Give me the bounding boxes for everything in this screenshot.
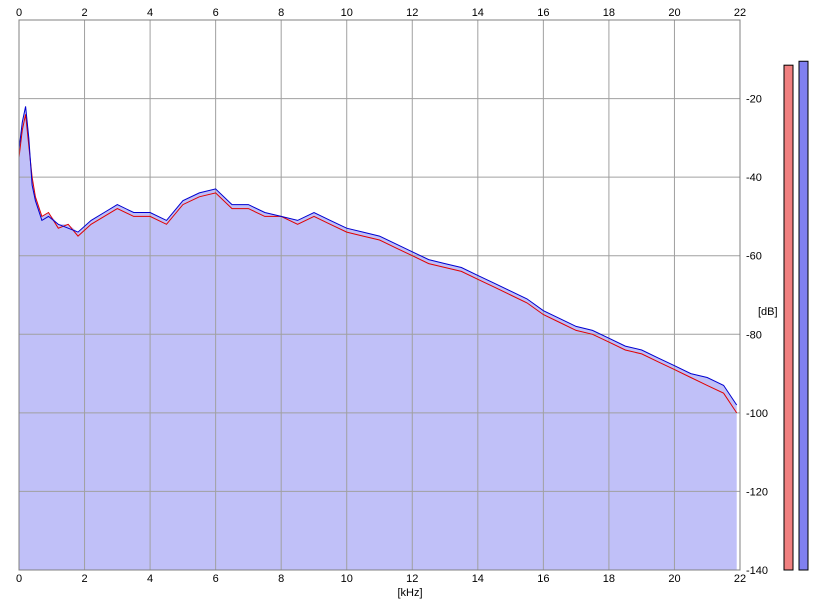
- x-tick-label-top: 14: [472, 7, 484, 19]
- x-tick-label-top: 4: [147, 7, 153, 19]
- x-ticks-top: 0 2 4 6 8 10 12 14 16 18 20 22: [16, 7, 746, 19]
- y-tick-label: -40: [746, 172, 762, 184]
- y-tick-label: -120: [746, 486, 768, 498]
- x-tick-label-bottom: 20: [668, 573, 680, 585]
- x-tick-label-bottom: 22: [734, 573, 746, 585]
- spectrum-fill-area: [19, 106, 737, 571]
- series-lines: [18, 106, 738, 414]
- y-tick-label: -20: [746, 94, 762, 106]
- x-axis-unit: [kHz]: [397, 587, 422, 599]
- spectrum-fill: [19, 106, 737, 571]
- x-tick-label-top: 16: [537, 7, 549, 19]
- x-tick-label-bottom: 16: [537, 573, 549, 585]
- x-tick-label-top: 6: [213, 7, 219, 19]
- y-tick-label: -60: [746, 251, 762, 263]
- y-axis-unit: [dB]: [758, 306, 778, 318]
- x-tick-label-top: 8: [278, 7, 284, 19]
- level-meter-bar: [783, 64, 794, 571]
- y-tick-label: -80: [746, 329, 762, 341]
- y-tick-label: -100: [746, 408, 768, 420]
- x-tick-label-bottom: 8: [278, 573, 284, 585]
- x-tick-label-bottom: 0: [16, 573, 22, 585]
- x-tick-label-bottom: 18: [603, 573, 615, 585]
- series-line: [18, 106, 738, 406]
- y-ticks: -20 -40 -60 -80 -100 -120 -140: [746, 94, 768, 577]
- level-meters: [783, 60, 809, 571]
- x-tick-label-top: 10: [341, 7, 353, 19]
- x-tick-label-bottom: 14: [472, 573, 484, 585]
- x-tick-label-top: 22: [734, 7, 746, 19]
- x-ticks-bottom: 0 2 4 6 8 10 12 14 16 18 20 22: [16, 573, 746, 585]
- x-tick-label-bottom: 12: [406, 573, 418, 585]
- x-tick-label-top: 18: [603, 7, 615, 19]
- level-meter-bar: [798, 60, 809, 571]
- x-tick-label-top: 20: [668, 7, 680, 19]
- x-tick-label-top: 12: [406, 7, 418, 19]
- x-tick-label-bottom: 10: [341, 573, 353, 585]
- x-tick-label-bottom: 6: [213, 573, 219, 585]
- x-tick-label-bottom: 4: [147, 573, 153, 585]
- plot-frame: [18, 19, 741, 571]
- x-tick-label-top: 0: [16, 7, 22, 19]
- x-tick-label-top: 2: [81, 7, 87, 19]
- x-tick-label-bottom: 2: [81, 573, 87, 585]
- y-tick-label: -140: [746, 565, 768, 577]
